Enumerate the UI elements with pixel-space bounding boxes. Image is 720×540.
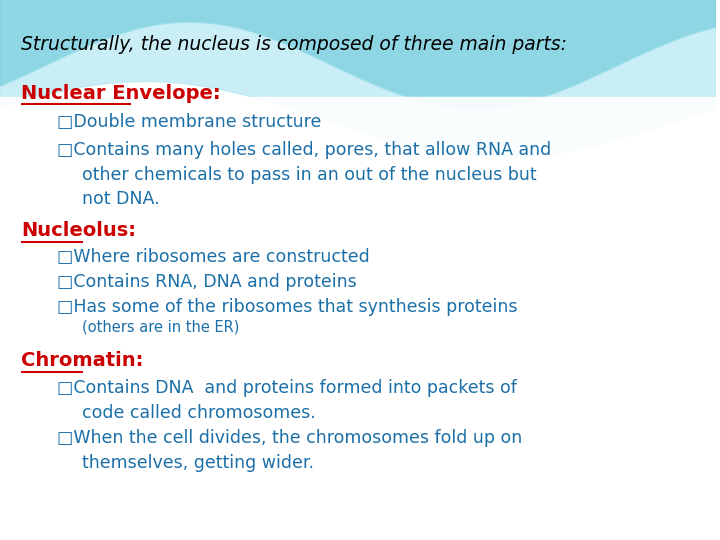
Text: □When the cell divides, the chromosomes fold up on: □When the cell divides, the chromosomes …	[57, 429, 523, 447]
Text: □Contains many holes called, pores, that allow RNA and: □Contains many holes called, pores, that…	[57, 141, 552, 159]
Text: □Double membrane structure: □Double membrane structure	[57, 113, 322, 131]
Text: code called chromosomes.: code called chromosomes.	[82, 404, 316, 422]
Text: Structurally, the nucleus is composed of three main parts:: Structurally, the nucleus is composed of…	[22, 35, 567, 54]
Text: (others are in the ER): (others are in the ER)	[82, 320, 240, 335]
Text: not DNA.: not DNA.	[82, 190, 160, 208]
Text: □Contains RNA, DNA and proteins: □Contains RNA, DNA and proteins	[57, 273, 357, 291]
Text: other chemicals to pass in an out of the nucleus but: other chemicals to pass in an out of the…	[82, 166, 537, 184]
Text: □Has some of the ribosomes that synthesis proteins: □Has some of the ribosomes that synthesi…	[57, 298, 518, 316]
Text: Nuclear Envelope:: Nuclear Envelope:	[22, 84, 221, 103]
Text: themselves, getting wider.: themselves, getting wider.	[82, 454, 314, 471]
Text: Nucleolus:: Nucleolus:	[22, 221, 137, 240]
Text: □Where ribosomes are constructed: □Where ribosomes are constructed	[57, 248, 370, 266]
Text: Chromatin:: Chromatin:	[22, 351, 144, 370]
Text: □Contains DNA  and proteins formed into packets of: □Contains DNA and proteins formed into p…	[57, 379, 517, 397]
